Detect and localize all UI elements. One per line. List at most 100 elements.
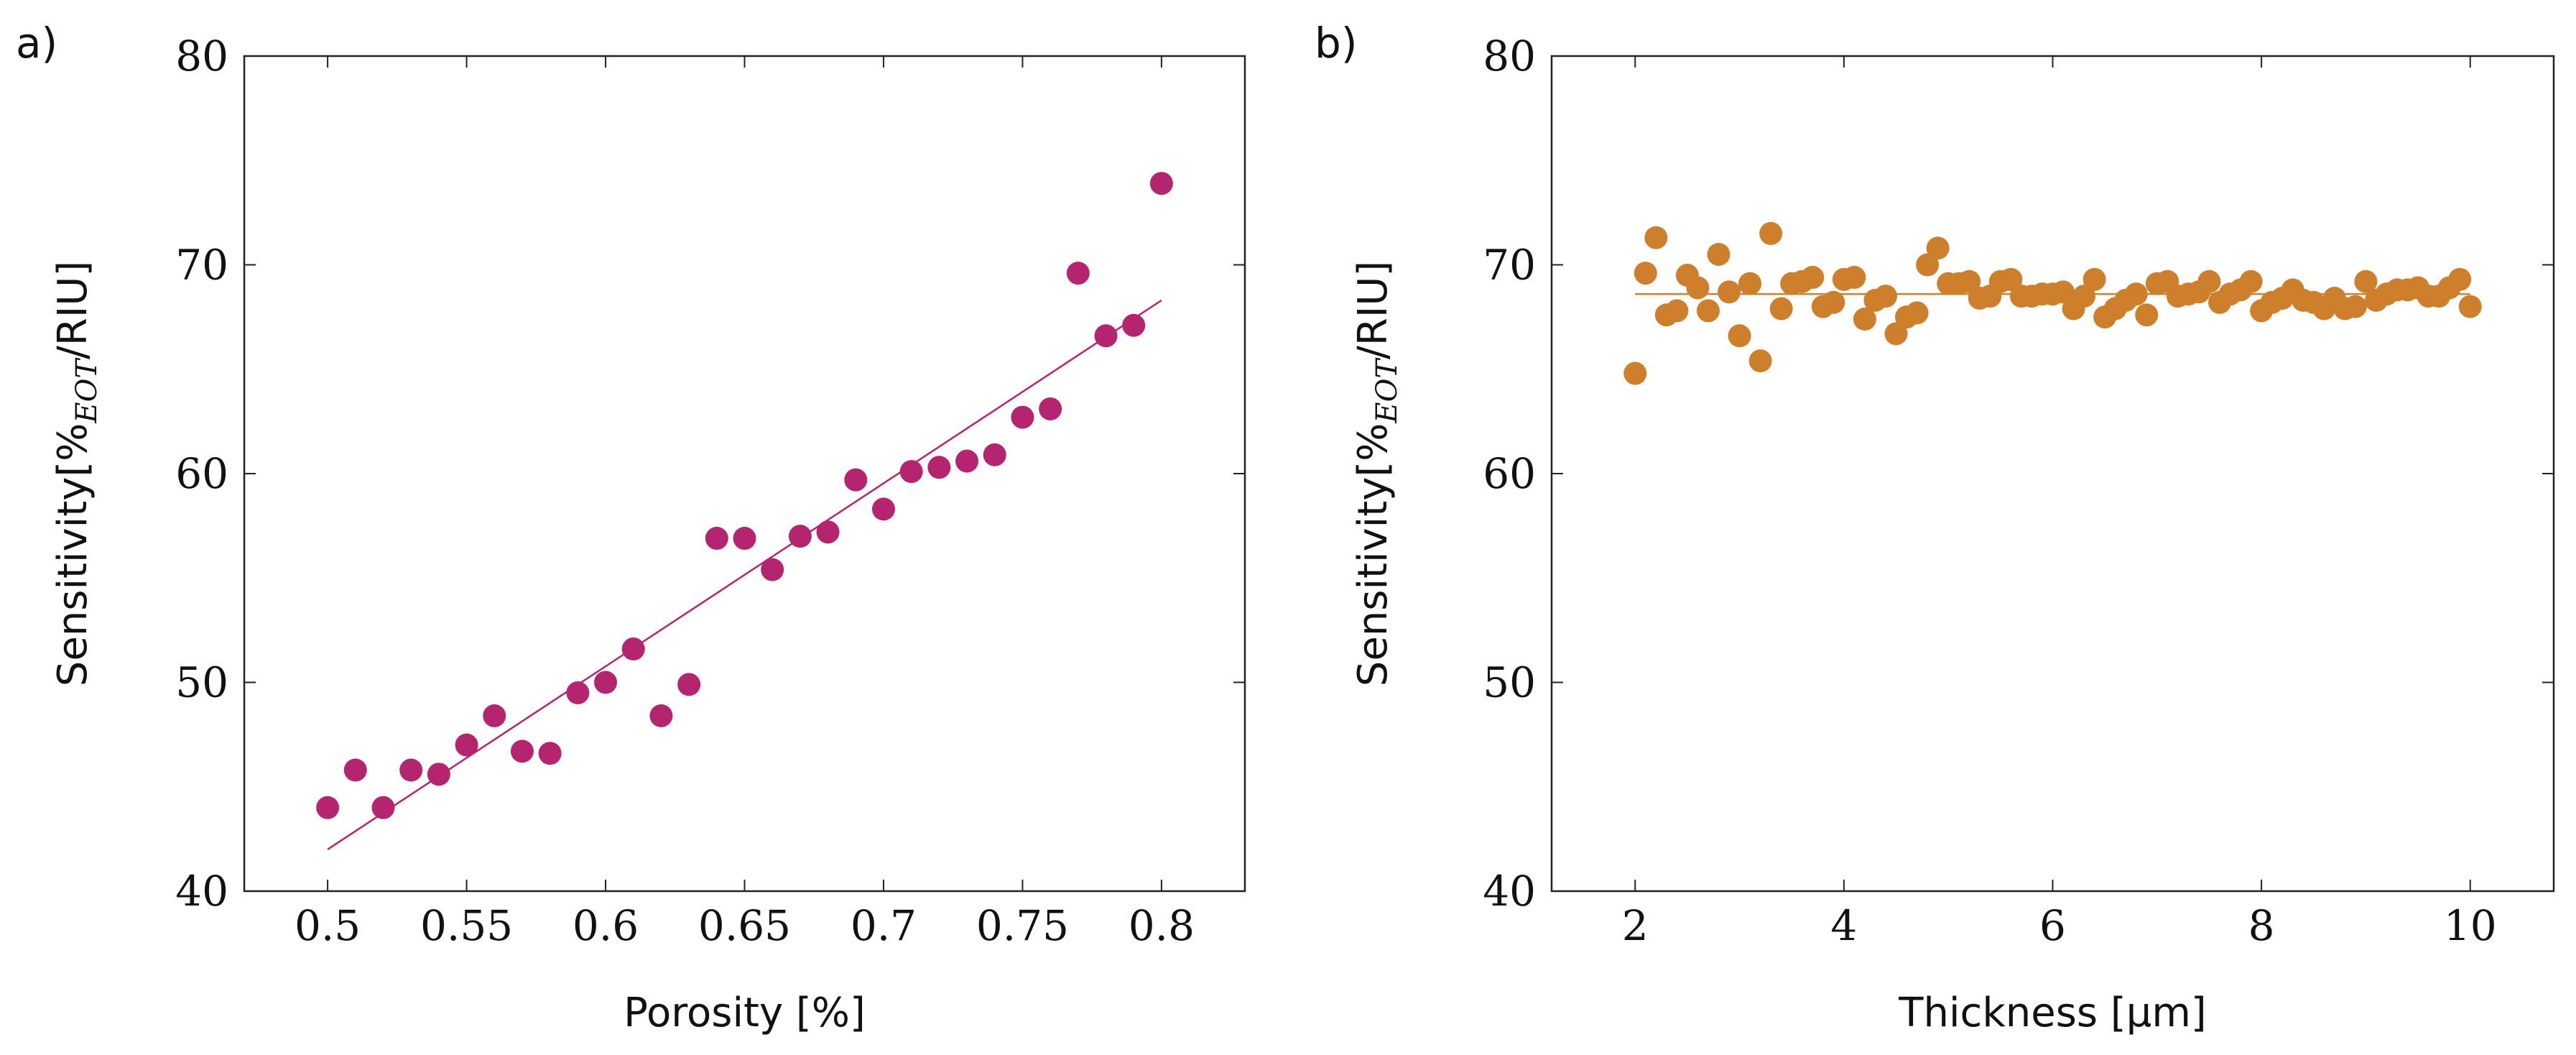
x-tick-label: 10 <box>2444 901 2497 950</box>
data-point <box>955 449 979 473</box>
y-tick-label: 60 <box>1483 449 1536 498</box>
data-point <box>1916 253 1940 277</box>
data-point <box>621 637 645 661</box>
data-point <box>677 673 701 696</box>
y-tick-label: 60 <box>175 449 228 498</box>
data-point <box>1094 324 1118 348</box>
data-point <box>1623 361 1647 385</box>
data-point <box>316 796 340 819</box>
y-tick-label: 40 <box>1483 867 1536 916</box>
data-point <box>1822 290 1845 314</box>
data-point <box>705 527 728 550</box>
chart-panel-a: 0.5 0.55 0.6 0.65 0.7 0.75 0.8 40 50 60 70 80 Porosi… <box>50 32 1246 1036</box>
x-tick-label: 0.65 <box>698 901 791 950</box>
data-point <box>2072 285 2096 308</box>
data-point <box>2124 282 2148 306</box>
x-tick-label: 0.55 <box>420 901 513 950</box>
x-tick-label: 8 <box>2248 901 2275 950</box>
data-point <box>1707 242 1731 266</box>
y-axis-label: Sensitivity[%EOT/RIU] <box>50 261 103 686</box>
panel-label-b: b) <box>1315 19 1357 68</box>
y-tick-label: 40 <box>175 867 228 916</box>
y-tick-label: 50 <box>175 658 228 707</box>
data-point <box>1905 301 1929 325</box>
data-point <box>1686 276 1710 300</box>
data-point <box>483 704 506 727</box>
chart-panel-b: 2 4 6 8 10 40 50 60 70 80 Thickness [μm] Sensitivit… <box>1350 32 2555 1036</box>
data-point <box>2239 269 2263 293</box>
data-point <box>343 758 367 782</box>
data-point <box>788 525 812 548</box>
x-tick-label: 0.7 <box>851 901 917 950</box>
data-point <box>2458 295 2482 318</box>
data-point <box>1801 265 1825 289</box>
data-point <box>983 443 1006 466</box>
data-point <box>1696 299 1720 323</box>
data-point <box>871 497 895 521</box>
x-tick-label: 4 <box>1830 901 1857 950</box>
y-axis-label: Sensitivity[%EOT/RIU] <box>1350 261 1404 686</box>
y-tick-label: 80 <box>175 32 228 80</box>
plot-frame <box>243 55 1246 893</box>
data-point <box>1958 269 1981 293</box>
data-point <box>538 742 562 765</box>
data-point <box>899 460 923 484</box>
data-point <box>371 796 395 819</box>
data-point <box>1644 226 1668 249</box>
data-point <box>1999 267 2023 291</box>
data-point <box>1149 172 1173 195</box>
data-point <box>1759 221 1783 245</box>
data-point <box>816 520 840 544</box>
data-point <box>761 558 784 581</box>
data-point <box>1874 285 1897 308</box>
data-point <box>1884 322 1908 346</box>
data-point <box>2354 269 2378 293</box>
data-point <box>1665 299 1689 323</box>
y-tick-label: 70 <box>1483 241 1536 290</box>
y-tick-label: 80 <box>1483 32 1536 80</box>
x-tick-label: 0.75 <box>976 901 1069 950</box>
data-point <box>1011 405 1034 429</box>
data-point <box>1769 297 1793 321</box>
data-point <box>566 681 590 705</box>
x-axis-label: Thickness [μm] <box>1898 990 2206 1036</box>
x-tick-label: 6 <box>2039 901 2066 950</box>
data-point <box>2343 295 2367 318</box>
data-point <box>1853 308 1876 331</box>
data-point <box>427 763 450 786</box>
data-point <box>2052 280 2075 304</box>
data-point <box>594 671 618 694</box>
data-point <box>399 758 423 782</box>
data-point <box>1738 272 1762 295</box>
plot-frame <box>1550 55 2555 893</box>
y-tick-label: 50 <box>1483 658 1536 707</box>
data-point <box>1926 236 1950 260</box>
data-point <box>2135 303 2159 327</box>
x-tick-label: 0.5 <box>295 901 361 950</box>
data-point <box>455 733 478 757</box>
panel-label-a: a) <box>16 19 57 68</box>
data-point <box>510 740 534 763</box>
data-point <box>649 704 673 727</box>
data-point <box>2082 267 2106 291</box>
data-point <box>1039 397 1062 420</box>
data-point <box>1634 262 1657 285</box>
x-axis-label: Porosity [%] <box>624 990 866 1036</box>
data-point <box>2197 269 2221 293</box>
data-point <box>1718 280 1741 304</box>
data-point <box>1122 313 1146 337</box>
x-tick-label: 2 <box>1622 901 1649 950</box>
fit-line <box>327 299 1162 850</box>
data-point <box>844 468 868 492</box>
data-point <box>1748 349 1772 373</box>
y-tick-label: 70 <box>175 241 228 290</box>
data-point <box>927 456 951 479</box>
data-point <box>733 527 756 550</box>
data-point <box>1728 324 1751 348</box>
data-point <box>1066 262 1090 285</box>
x-tick-label: 0.8 <box>1129 901 1195 950</box>
data-point <box>1843 265 1866 289</box>
data-point <box>2448 267 2472 291</box>
x-tick-label: 0.6 <box>573 901 639 950</box>
